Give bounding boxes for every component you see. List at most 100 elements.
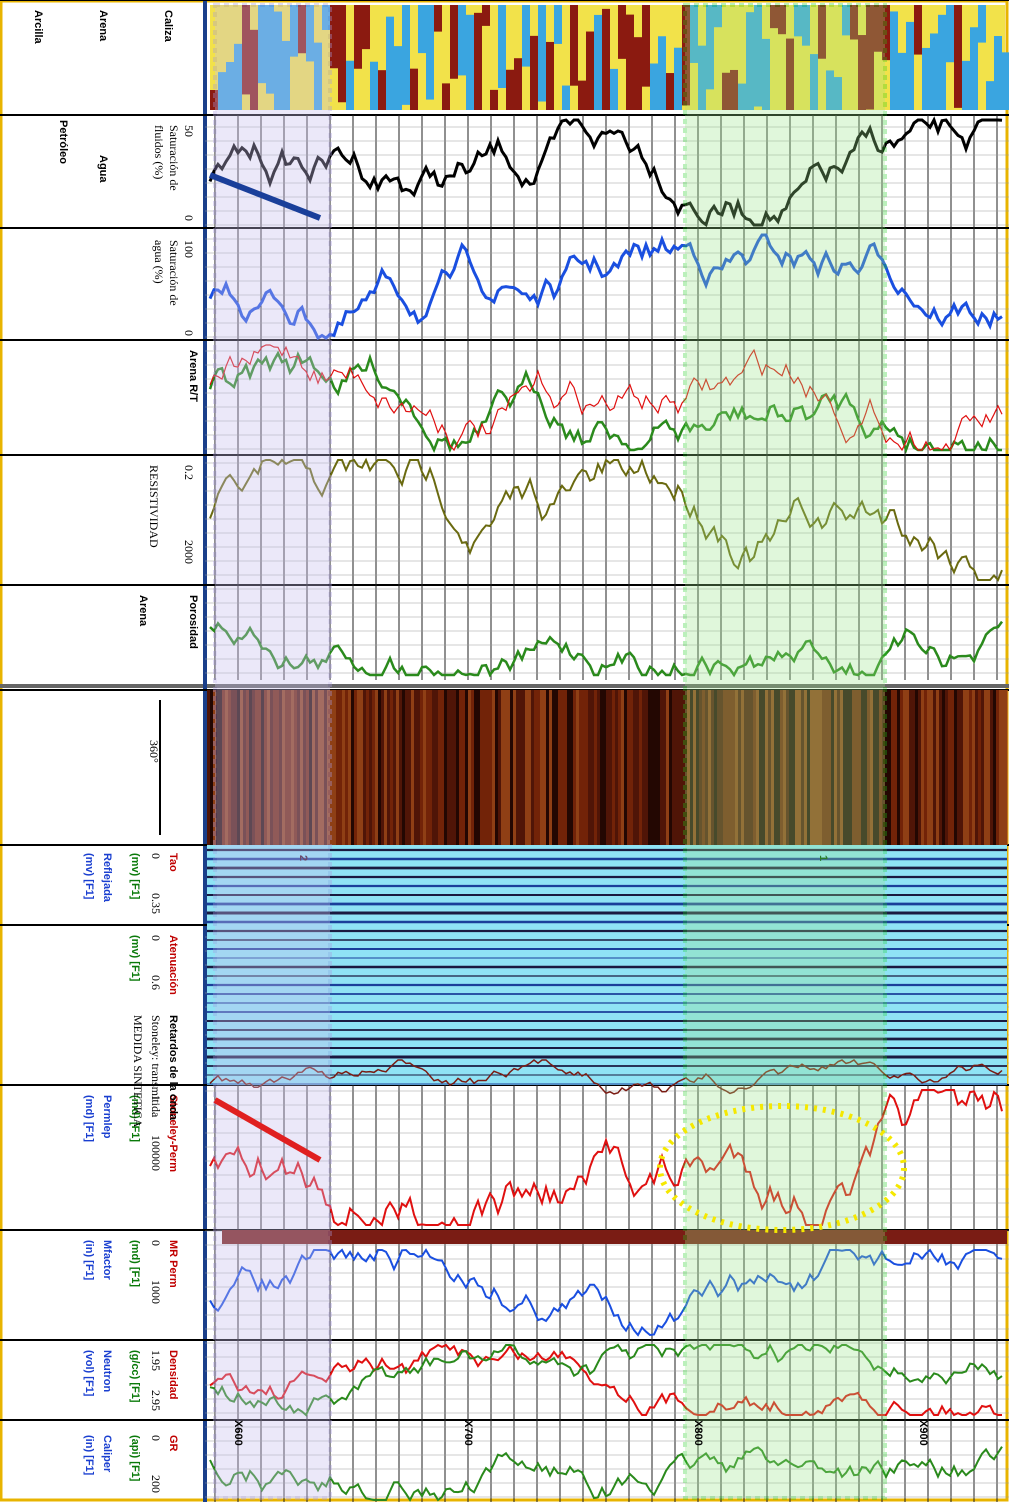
image-streak xyxy=(387,690,390,845)
image-streak xyxy=(678,690,681,845)
image-streak xyxy=(480,690,483,845)
lith-bar xyxy=(434,5,442,32)
image-streak xyxy=(1002,690,1005,845)
lith-bar xyxy=(962,61,970,110)
lith-bar xyxy=(410,69,418,110)
image-streak xyxy=(936,690,939,845)
image-streak xyxy=(618,690,621,845)
image-streak xyxy=(516,690,519,845)
image-streak xyxy=(609,690,612,845)
image-streak xyxy=(414,690,417,845)
image-streak xyxy=(909,690,912,845)
lith-bar xyxy=(370,62,378,110)
image-streak xyxy=(369,690,372,845)
header-label: 100000 xyxy=(149,1135,163,1171)
lith-bar xyxy=(474,13,482,110)
image-streak xyxy=(378,690,381,845)
image-streak xyxy=(339,690,342,845)
image-streak xyxy=(657,690,660,845)
image-streak xyxy=(396,690,399,845)
lith-bar xyxy=(914,5,922,55)
image-streak xyxy=(552,690,555,845)
image-streak xyxy=(372,690,375,845)
image-streak xyxy=(429,690,432,845)
lith-bar xyxy=(626,15,634,110)
lith-bar xyxy=(354,5,362,69)
image-streak xyxy=(459,690,462,845)
image-streak xyxy=(525,690,528,845)
image-streak xyxy=(999,690,1002,845)
header-label: 1.95 xyxy=(149,1350,163,1371)
image-streak xyxy=(672,690,675,845)
image-streak xyxy=(585,690,588,845)
header-label: 200 xyxy=(149,1475,163,1493)
header-label: Arcilla xyxy=(32,10,44,45)
header-label: Retardos de la onda xyxy=(167,1015,179,1121)
image-streak xyxy=(636,690,639,845)
zone xyxy=(215,5,330,1498)
lith-bar xyxy=(562,86,570,110)
header-label: Densidad xyxy=(167,1350,179,1400)
image-streak xyxy=(1005,690,1008,845)
image-streak xyxy=(918,690,921,845)
image-streak xyxy=(345,690,348,845)
header-label: 0 xyxy=(149,935,163,941)
image-streak xyxy=(969,690,972,845)
image-streak xyxy=(420,690,423,845)
image-streak xyxy=(624,690,627,845)
header-label: 360° xyxy=(147,740,161,763)
image-streak xyxy=(945,690,948,845)
image-streak xyxy=(930,690,933,845)
image-streak xyxy=(888,690,891,845)
image-streak xyxy=(507,690,510,845)
header-label: MEDIDA SINTETICA xyxy=(131,1015,145,1128)
image-streak xyxy=(594,690,597,845)
image-streak xyxy=(432,690,435,845)
image-streak xyxy=(498,690,501,845)
lith-bar xyxy=(570,5,578,86)
image-streak xyxy=(972,690,975,845)
image-streak xyxy=(897,690,900,845)
image-streak xyxy=(891,690,894,845)
header-label: 0 xyxy=(149,853,163,859)
image-streak xyxy=(981,690,984,845)
image-streak xyxy=(561,690,564,845)
image-streak xyxy=(966,690,969,845)
header-label: Stoneley: transmitida xyxy=(149,1015,163,1118)
header-label: (in) [F1] xyxy=(83,1240,95,1281)
header-label: 0 xyxy=(149,1435,163,1441)
lith-bar xyxy=(546,42,554,110)
image-streak xyxy=(933,690,936,845)
image-streak xyxy=(648,690,651,845)
image-streak xyxy=(546,690,549,845)
lith-bar xyxy=(650,64,658,110)
perm-bar xyxy=(330,1230,1007,1244)
lith-bar xyxy=(586,32,594,110)
image-streak xyxy=(471,690,474,845)
image-streak xyxy=(564,690,567,845)
image-streak xyxy=(423,690,426,845)
header-label: Caliza xyxy=(162,10,174,43)
image-streak xyxy=(567,690,570,845)
header-label: Mfactor xyxy=(101,1240,113,1280)
image-streak xyxy=(477,690,480,845)
image-streak xyxy=(210,690,213,845)
image-streak xyxy=(513,690,516,845)
image-streak xyxy=(942,690,945,845)
image-streak xyxy=(939,690,942,845)
header-label: 0 xyxy=(149,1240,163,1246)
lith-bar xyxy=(674,48,682,110)
well-log: GR0200(api) [F1]Caliper(in) [F1]Densidad… xyxy=(0,0,1009,1502)
image-streak xyxy=(927,690,930,845)
image-streak xyxy=(351,690,354,845)
lith-bar xyxy=(490,90,498,110)
lith-bar xyxy=(602,9,610,110)
lith-bar xyxy=(946,5,954,62)
lith-bar xyxy=(346,61,354,110)
image-streak xyxy=(342,690,345,845)
image-streak xyxy=(207,690,210,845)
image-streak xyxy=(393,690,396,845)
image-streak xyxy=(642,690,645,845)
image-streak xyxy=(975,690,978,845)
header-label: Porosidad xyxy=(187,595,199,649)
